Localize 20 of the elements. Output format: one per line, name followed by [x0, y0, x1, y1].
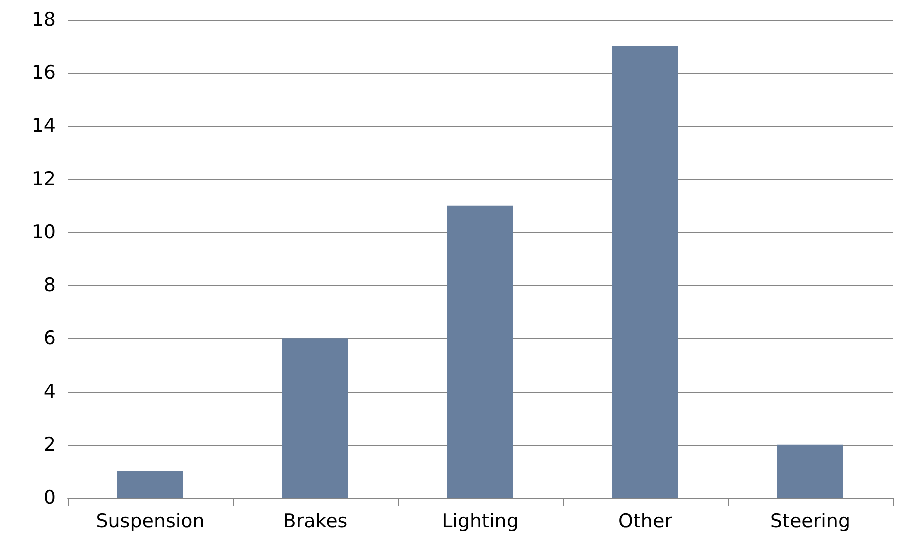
y-tick-label: 12	[32, 168, 56, 190]
y-tick-label: 8	[44, 274, 56, 297]
x-tick-label: Lighting	[442, 510, 519, 532]
y-tick-label: 14	[32, 115, 56, 138]
x-tick-label: Suspension	[96, 510, 205, 532]
bar	[612, 46, 678, 498]
bar	[448, 206, 514, 498]
x-tick-label: Steering	[770, 510, 851, 532]
y-tick-label: 18	[32, 9, 56, 31]
y-tick-label: 2	[44, 434, 56, 456]
y-tick-label: 10	[32, 221, 56, 244]
x-tick-label: Other	[618, 510, 673, 532]
bar	[118, 471, 184, 498]
x-tick-label: Brakes	[283, 510, 348, 532]
bar	[778, 444, 844, 498]
bar	[282, 338, 348, 498]
y-tick-label: 0	[44, 487, 56, 509]
y-tick-label: 6	[44, 328, 56, 350]
y-tick-label: 16	[32, 62, 56, 84]
y-tick-label: 4	[44, 380, 56, 403]
